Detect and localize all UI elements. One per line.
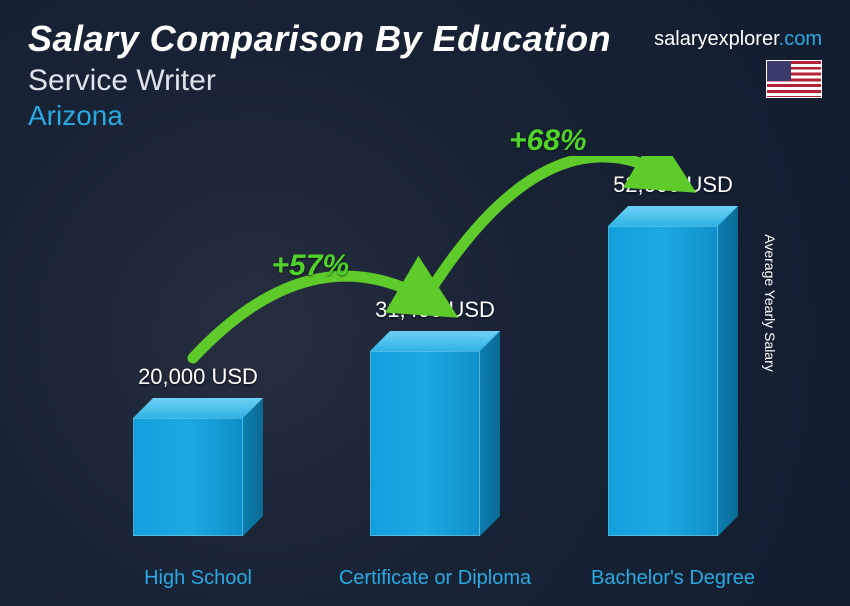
- bar-value: 31,400 USD: [335, 297, 535, 323]
- brand-logo: salaryexplorer.com: [654, 28, 822, 51]
- region-name: Arizona: [28, 100, 822, 132]
- bar-side: [718, 206, 738, 536]
- increase-percent: +68%: [509, 124, 587, 158]
- country-flag-icon: [766, 60, 822, 98]
- bar-group: 20,000 USDHigh School: [118, 418, 278, 536]
- brand-suffix: .com: [779, 28, 822, 50]
- bar-value: 52,600 USD: [573, 172, 773, 198]
- bar-side: [243, 398, 263, 536]
- bar-group: 31,400 USDCertificate or Diploma: [355, 351, 515, 536]
- bar-group: 52,600 USDBachelor's Degree: [593, 226, 753, 536]
- bar-top: [370, 331, 500, 351]
- bar-chart: 20,000 USDHigh School 31,400 USDCertifica…: [60, 156, 780, 536]
- bar: [370, 351, 500, 536]
- bar-front: [133, 418, 243, 536]
- bar-top: [608, 206, 738, 226]
- bar-side: [480, 331, 500, 536]
- bar: [608, 226, 738, 536]
- bar-front: [370, 351, 480, 536]
- increase-percent: +57%: [272, 249, 350, 283]
- bar: [133, 418, 263, 536]
- chart-canvas: Salary Comparison By Education Service W…: [0, 0, 850, 606]
- bar-value: 20,000 USD: [98, 364, 298, 390]
- bar-label: High School: [88, 567, 308, 590]
- bar-label: Certificate or Diploma: [325, 567, 545, 590]
- bar-top: [133, 398, 263, 418]
- bar-label: Bachelor's Degree: [563, 567, 783, 590]
- brand-prefix: salaryexplorer: [654, 28, 779, 50]
- bar-front: [608, 226, 718, 536]
- job-title: Service Writer: [28, 64, 822, 98]
